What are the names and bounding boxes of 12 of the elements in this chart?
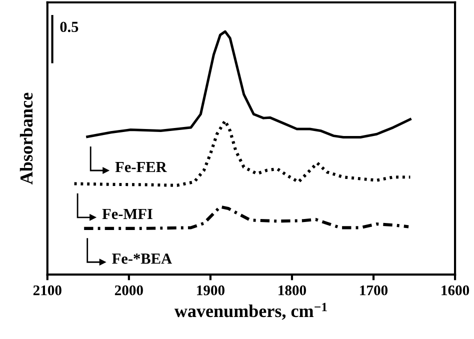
x-axis-title: wavenumbers, cm$^{−1}$ <box>174 302 327 320</box>
x-tick-label: 2100 <box>33 285 62 296</box>
legend-label: Fe-FER <box>115 162 167 172</box>
annotation: 0.5 <box>60 22 78 32</box>
x-tick-label: 1900 <box>197 285 224 296</box>
x-tick-label: 2000 <box>114 285 143 296</box>
legend-label: Fe-MFI <box>102 208 152 220</box>
x-tick-label: 1600 <box>442 285 470 296</box>
legend-label: Fe-*BEA <box>112 254 172 264</box>
x-tick-label: 1800 <box>278 285 306 296</box>
y-axis-title: Absorbance <box>20 92 33 184</box>
x-tick-label: 1700 <box>360 285 388 296</box>
